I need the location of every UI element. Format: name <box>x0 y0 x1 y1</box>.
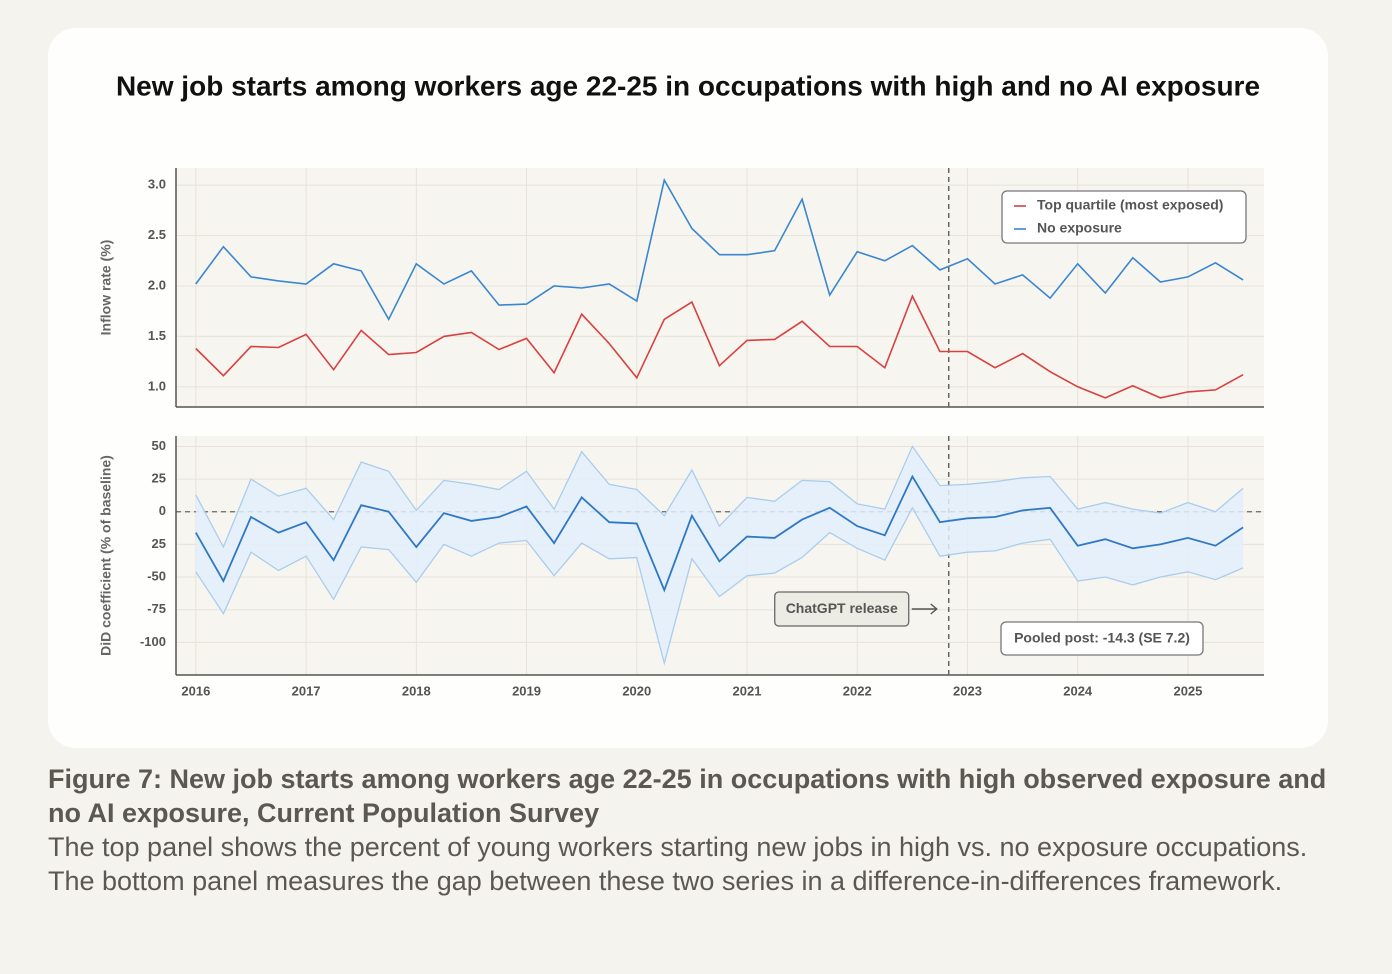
x-tick-label: 2018 <box>402 683 431 698</box>
x-tick-label: 2021 <box>733 683 762 698</box>
x-tick-label: 2023 <box>953 683 982 698</box>
y-tick-label: -50 <box>147 568 166 583</box>
did-line <box>195 474 1244 593</box>
legend-label: Top quartile (most exposed) <box>1037 197 1223 213</box>
x-tick-label: 2022 <box>843 683 872 698</box>
ci-band <box>195 446 1244 664</box>
series-line <box>195 294 1244 399</box>
annotation-arrowhead <box>930 603 938 615</box>
y-tick-label: -75 <box>147 601 166 616</box>
y-tick-label: 1.0 <box>148 378 166 393</box>
y-tick-label: 2.5 <box>148 227 166 242</box>
caption: Figure 7: New job starts among workers a… <box>48 762 1338 898</box>
y-tick-label: 50 <box>152 438 166 453</box>
y-axis-label: DiD coefficient (% of baseline) <box>98 455 114 656</box>
x-tick-label: 2016 <box>181 683 210 698</box>
caption-text: The top panel shows the percent of young… <box>48 832 1308 896</box>
y-tick-label: -100 <box>140 634 166 649</box>
y-tick-label: 2.0 <box>148 277 166 292</box>
x-tick-label: 2024 <box>1063 683 1093 698</box>
legend-label: No exposure <box>1037 220 1122 236</box>
y-tick-label: 0 <box>159 503 166 518</box>
y-axis-label: Inflow rate (%) <box>98 240 114 336</box>
series-line <box>195 177 1244 322</box>
x-tick-label: 2017 <box>292 683 321 698</box>
ci-upper-line <box>195 445 1244 549</box>
annotation-box <box>774 591 910 627</box>
x-tick-label: 2025 <box>1173 683 1202 698</box>
legend-box <box>1001 190 1247 244</box>
y-tick-label: 25 <box>152 471 166 486</box>
caption-heading: Figure 7: New job starts among workers a… <box>48 764 1327 828</box>
annotation-box <box>1000 621 1204 656</box>
annotation: ChatGPT release <box>786 600 898 616</box>
y-tick-label: 3.0 <box>148 177 166 192</box>
y-tick-label: 25 <box>152 536 166 551</box>
annotation: Pooled post: -14.3 (SE 7.2) <box>1014 630 1190 646</box>
figure: New job starts among workers age 22-25 i… <box>48 28 1328 748</box>
y-tick-label: 1.5 <box>148 328 166 343</box>
x-tick-label: 2020 <box>622 683 651 698</box>
figure-title: New job starts among workers age 22-25 i… <box>116 70 1260 101</box>
x-tick-label: 2019 <box>512 683 541 698</box>
ci-lower-line <box>195 506 1244 666</box>
